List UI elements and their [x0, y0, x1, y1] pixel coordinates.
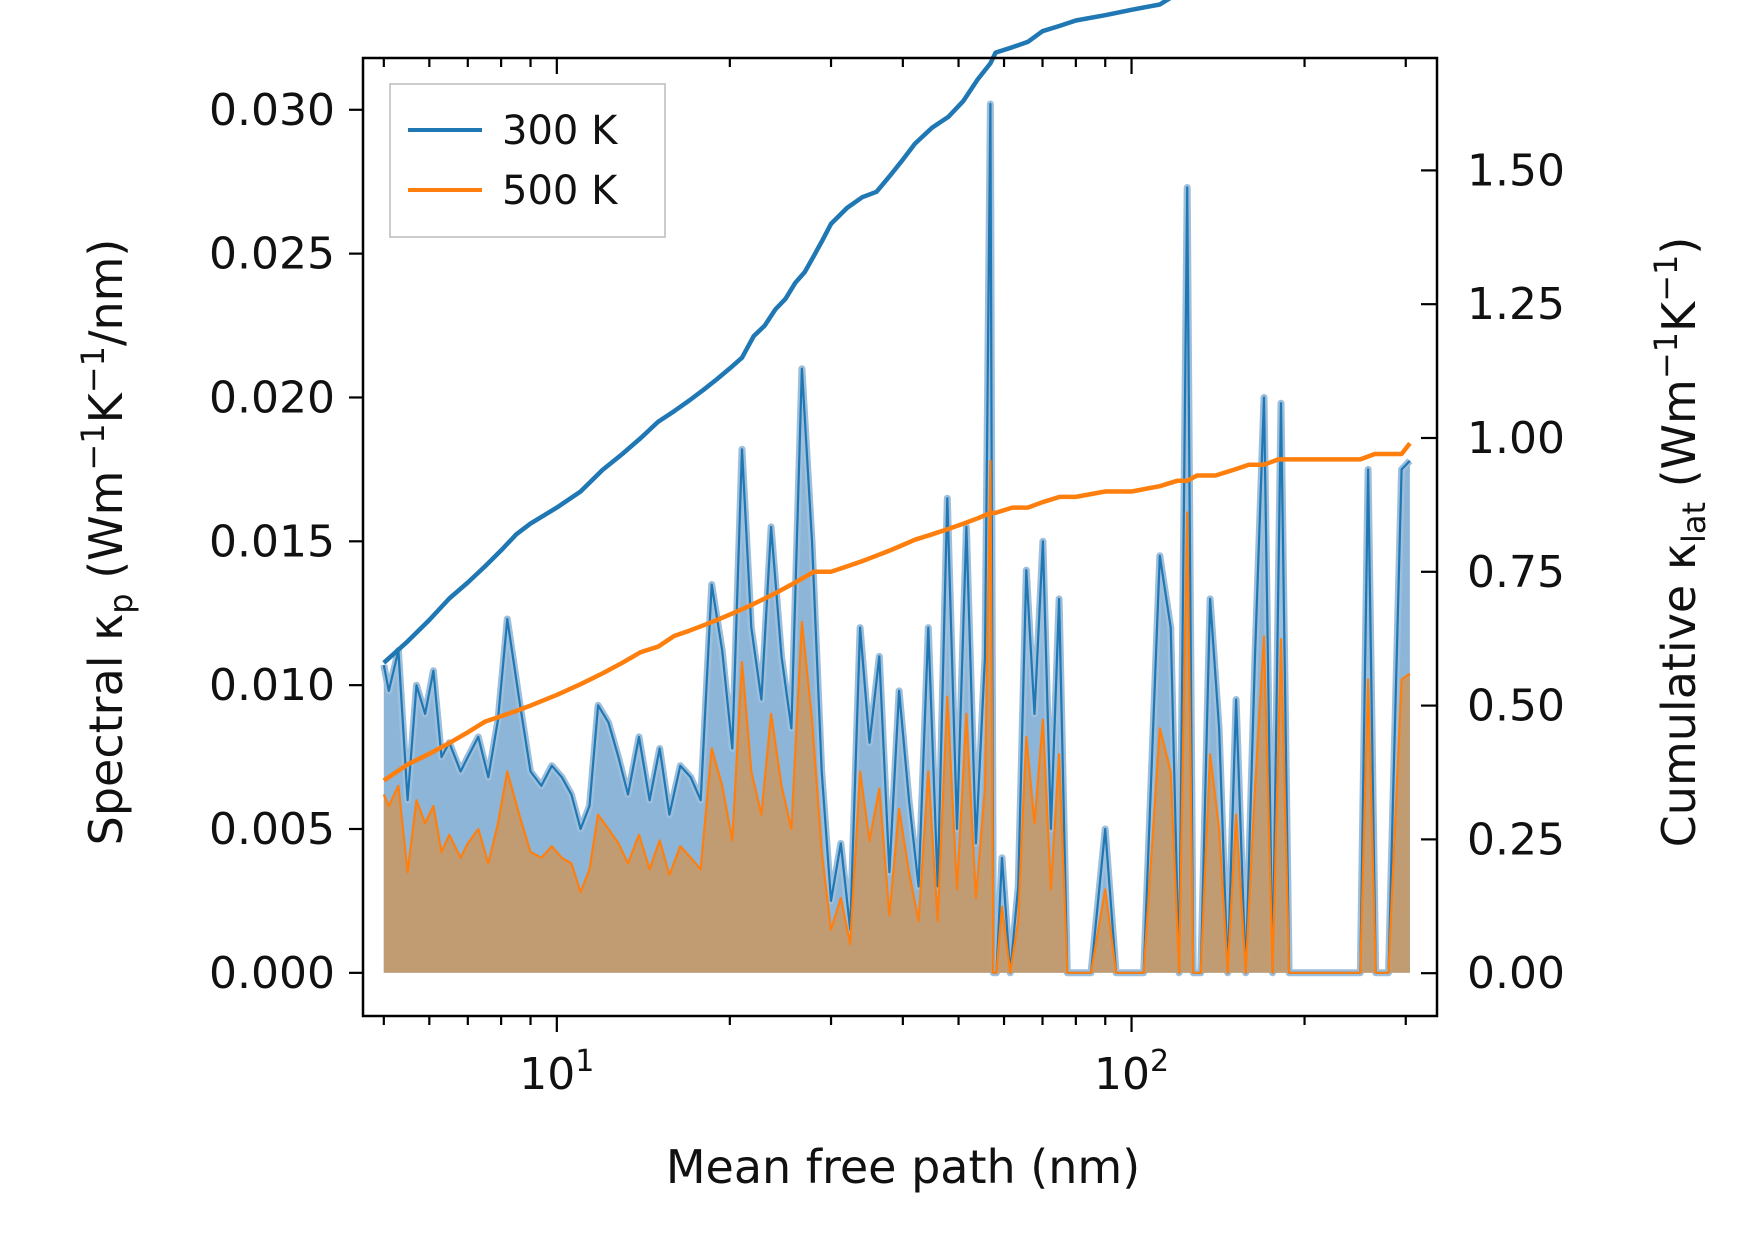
left-y-tick-label: 0.010: [209, 660, 335, 711]
left-y-tick-label: 0.025: [209, 229, 335, 280]
x-axis-title: Mean free path (nm): [666, 1140, 1140, 1194]
spectral-300K-line: [382, 102, 1411, 974]
legend-label-300K: 300 K: [502, 108, 619, 154]
right-y-axis-title: Cumulative κlat (Wm−1K−1): [1647, 237, 1713, 848]
right-y-tick-label: 0.50: [1467, 681, 1565, 732]
cumulative-300K-line: [382, 0, 1172, 665]
right-y-tick-label: 0.75: [1467, 547, 1565, 598]
left-y-tick-label: 0.015: [209, 516, 335, 567]
left-y-axis-title: Spectral κp (Wm−1K−1/nm): [74, 239, 140, 846]
right-y-tick-label: 1.00: [1467, 413, 1565, 464]
series-lines: [382, 0, 1412, 974]
left-y-tick-label: 0.030: [209, 85, 335, 136]
left-y-tick-label: 0.000: [209, 948, 335, 999]
legend-label-500K: 500 K: [502, 168, 619, 214]
x-tick-label: 101: [519, 1044, 594, 1100]
right-y-tick-label: 1.25: [1467, 279, 1565, 330]
legend-box: [389, 83, 666, 238]
right-y-tick-label: 1.50: [1467, 145, 1565, 196]
left-y-tick-label: 0.020: [209, 372, 335, 423]
left-y-tick-label: 0.005: [209, 804, 335, 855]
spectral-500K-line: [382, 459, 1411, 974]
spectral-500K-fill: [383, 460, 1410, 973]
plot-frame: [361, 56, 1439, 1018]
legend: 300 K 500 K: [389, 83, 666, 238]
cumulative-500K-line: [382, 441, 1412, 783]
x-tick-label: 102: [1094, 1044, 1169, 1100]
right-y-tick-label: 0.25: [1467, 814, 1565, 865]
axis-ticks: 0.000 0.005 0.010 0.015 0.020 0.025 0.030 0.00 0…: [209, 58, 1565, 1100]
right-y-tick-label: 0.00: [1467, 948, 1565, 999]
